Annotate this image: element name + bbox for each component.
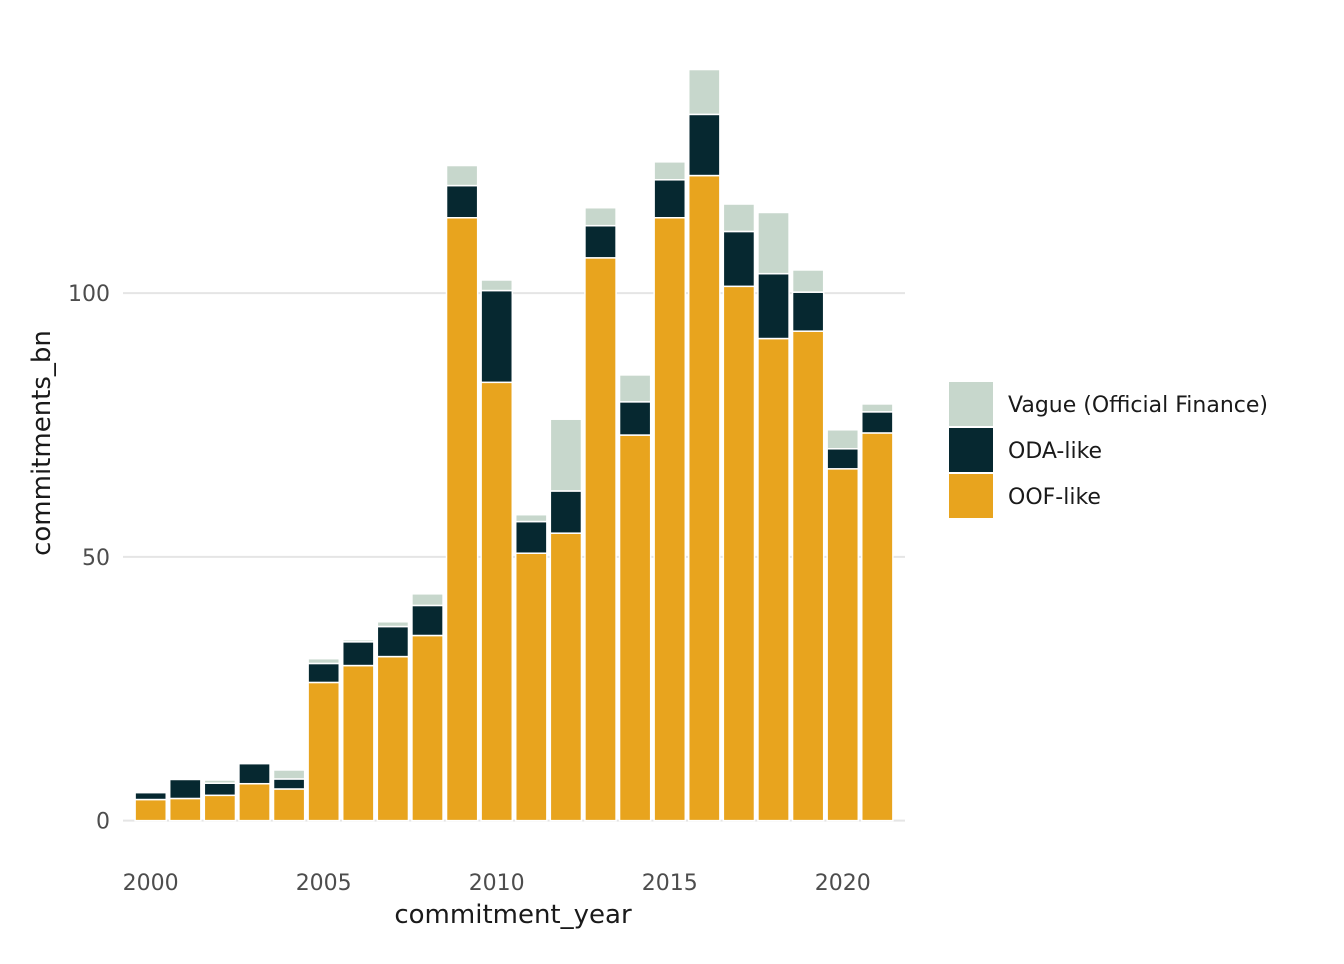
bar-segment-oda-like-2000 (134, 791, 168, 801)
bar-segment-vague-official-finance-2018 (757, 211, 790, 275)
bar-segment-vague-official-finance-2016 (687, 68, 721, 116)
bar-segment-oof-like-2004 (272, 788, 306, 822)
legend: Vague (Official Finance) ODA-like OOF-like (949, 382, 1268, 518)
bar-segment-oda-like-2003 (238, 762, 271, 785)
legend-label: ODA-like (1008, 439, 1102, 464)
y-tick-label: 0 (96, 810, 110, 835)
bar-segment-oda-like-2007 (376, 625, 410, 658)
bar-segment-vague-official-finance-2014 (618, 374, 652, 403)
bar-segment-vague-official-finance-2019 (791, 269, 825, 293)
bar-segment-oof-like-2008 (411, 634, 444, 822)
bar-segment-vague-official-finance-2006 (341, 638, 375, 643)
bar-segment-oof-like-2018 (757, 337, 790, 822)
bar-segment-oda-like-2004 (272, 778, 306, 790)
bar-segment-oof-like-2007 (376, 655, 410, 822)
bar-segment-oda-like-2015 (653, 179, 687, 219)
legend-key-vague-official-finance (949, 382, 993, 426)
bar-segment-oof-like-2012 (549, 532, 583, 822)
bar-segment-oof-like-2000 (134, 798, 168, 822)
bars (134, 68, 894, 822)
bar-segment-vague-official-finance-2008 (411, 593, 444, 607)
bar-segment-oof-like-2015 (653, 217, 687, 822)
bar-segment-oof-like-2017 (722, 285, 756, 822)
bar-segment-oof-like-2011 (514, 552, 548, 822)
bar-segment-vague-official-finance-2015 (653, 161, 687, 181)
bar-segment-vague-official-finance-2009 (445, 164, 479, 187)
bar-segment-oda-like-2021 (860, 411, 894, 434)
legend-key-oda-like (949, 428, 993, 472)
bar-segment-vague-official-finance-2011 (514, 513, 548, 523)
bar-segment-oof-like-2005 (307, 681, 341, 822)
bar-segment-oda-like-2019 (791, 291, 825, 332)
bar-segment-vague-official-finance-2002 (203, 779, 237, 784)
bar-segment-oda-like-2010 (480, 289, 514, 384)
bar-segment-vague-official-finance-2007 (376, 621, 410, 628)
bar-segment-vague-official-finance-2021 (860, 403, 894, 413)
x-tick-label: 2015 (642, 871, 698, 896)
bar-segment-vague-official-finance-2013 (584, 206, 617, 227)
bar-segment-oda-like-2017 (722, 230, 756, 288)
bar-segment-oda-like-2011 (514, 520, 548, 554)
bar-segment-oda-like-2016 (687, 113, 721, 177)
bar-segment-oda-like-2018 (757, 272, 790, 340)
bar-segment-vague-official-finance-2020 (826, 429, 860, 450)
x-tick-labels: 2000 2005 2010 2015 2020 (123, 871, 871, 896)
bar-segment-vague-official-finance-2017 (722, 203, 756, 233)
bar-segment-oof-like-2006 (341, 664, 375, 822)
bar-segment-oof-like-2009 (445, 217, 479, 822)
legend-label: Vague (Official Finance) (1008, 393, 1268, 418)
bar-segment-oof-like-2020 (826, 468, 860, 822)
y-tick-label: 50 (82, 546, 110, 571)
legend-key-oof-like (949, 474, 993, 518)
x-tick-label: 2000 (123, 871, 179, 896)
bar-segment-vague-official-finance-2010 (480, 279, 514, 292)
bar-segment-vague-official-finance-2005 (307, 657, 341, 665)
y-tick-label: 100 (68, 282, 110, 307)
bar-segment-oof-like-2013 (584, 257, 617, 822)
bar-segment-oof-like-2014 (618, 434, 652, 822)
x-tick-label: 2010 (469, 871, 525, 896)
bar-segment-vague-official-finance-2012 (549, 418, 583, 492)
y-axis-title: commitments_bn (27, 330, 57, 556)
bar-segment-oof-like-2001 (168, 797, 202, 822)
bar-segment-oda-like-2006 (341, 641, 375, 667)
bar-segment-oof-like-2019 (791, 330, 825, 822)
bar-segment-oof-like-2003 (238, 782, 271, 822)
bar-segment-oda-like-2002 (203, 782, 237, 797)
bar-segment-oof-like-2021 (860, 432, 894, 822)
bar-segment-oof-like-2002 (203, 794, 237, 822)
bar-segment-oda-like-2012 (549, 490, 583, 534)
x-tick-label: 2020 (815, 871, 871, 896)
bar-segment-oda-like-2014 (618, 401, 652, 436)
bar-segment-oof-like-2016 (687, 174, 721, 822)
bar-segment-oda-like-2005 (307, 662, 341, 684)
bar-segment-oof-like-2010 (480, 381, 514, 822)
bar-segment-oda-like-2020 (826, 448, 860, 470)
bar-segment-oda-like-2009 (445, 184, 479, 219)
bar-segment-oda-like-2008 (411, 604, 444, 637)
x-axis-title: commitment_year (394, 900, 632, 930)
bar-segment-vague-official-finance-2004 (272, 769, 306, 780)
y-tick-labels: 0 50 100 (68, 282, 110, 834)
bar-segment-oda-like-2013 (584, 224, 617, 259)
legend-label: OOF-like (1008, 485, 1101, 510)
bar-segment-oda-like-2001 (168, 778, 202, 800)
x-tick-label: 2005 (296, 871, 352, 896)
